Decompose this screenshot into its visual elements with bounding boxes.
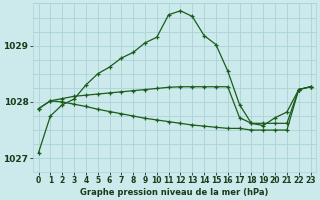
X-axis label: Graphe pression niveau de la mer (hPa): Graphe pression niveau de la mer (hPa)	[80, 188, 269, 197]
